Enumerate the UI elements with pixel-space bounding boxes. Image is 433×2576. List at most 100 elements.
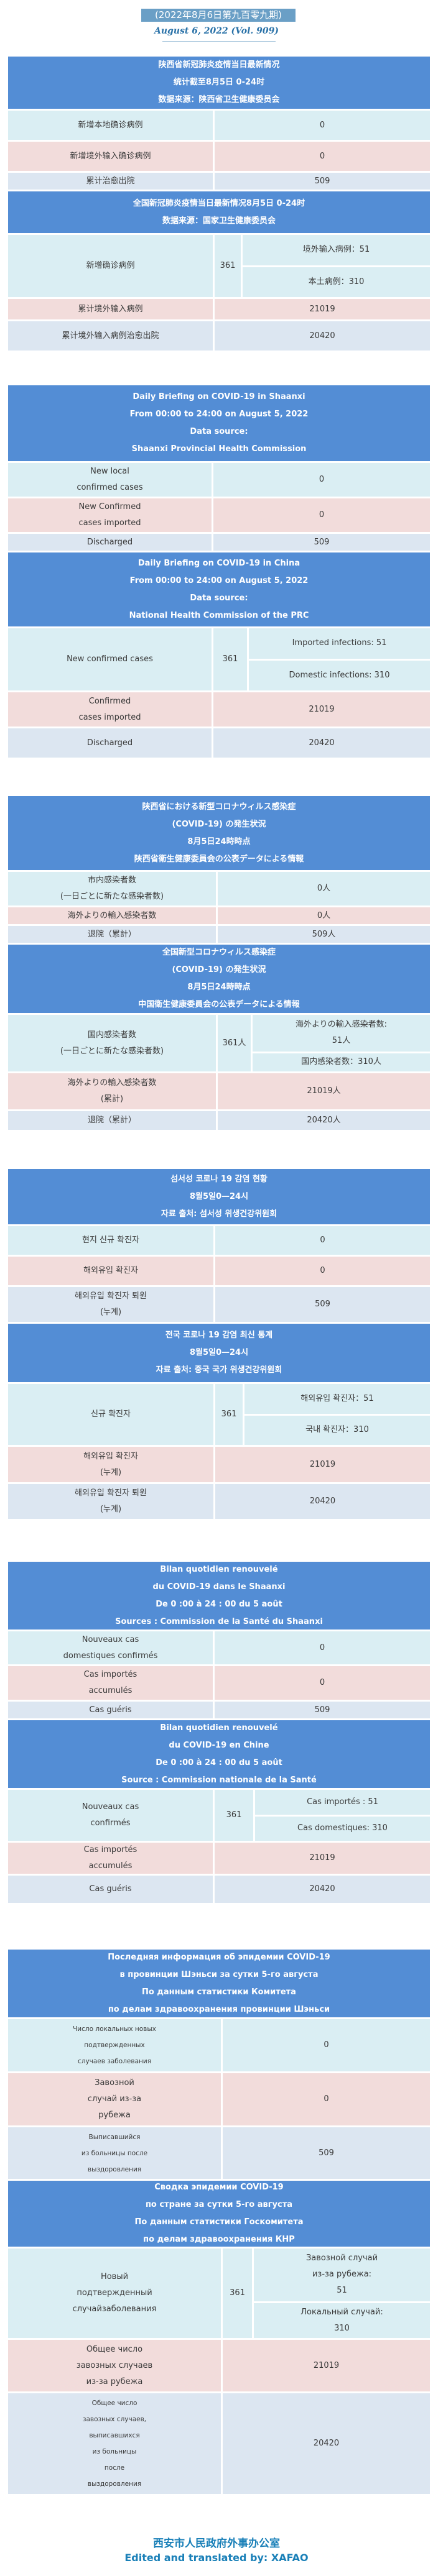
sub-line: Cas importés : 51 bbox=[307, 1797, 378, 1807]
row-total: 361 bbox=[215, 1384, 243, 1445]
label-line: Cas guéris bbox=[89, 1705, 132, 1715]
row-label: 海外よりの輸入感染者数 (累計) bbox=[8, 1073, 216, 1109]
table-row: Завозной случай из-за рубежа 0 bbox=[8, 2073, 430, 2125]
label-line: confirmés bbox=[90, 1818, 131, 1828]
row-value: 509人 bbox=[218, 926, 430, 943]
table-row: Число локальных новых подтвержденных случа… bbox=[8, 2019, 430, 2071]
header-line: 자료 출처: 중국 국가 위생건강위원회 bbox=[156, 1365, 282, 1375]
header-line: From 00:00 to 24:00 on August 5, 2022 bbox=[129, 410, 309, 419]
sub-value: Cas domestiques: 310 bbox=[255, 1816, 430, 1841]
label-line: New Confirmed bbox=[78, 502, 141, 511]
label-line: случайзаболевания bbox=[72, 2304, 157, 2314]
row-value: 20420 bbox=[215, 1484, 430, 1519]
row-value: 21019人 bbox=[218, 1073, 430, 1109]
header-line: Bilan quotidien renouvelé bbox=[160, 1564, 278, 1574]
table-header: Daily Briefing on COVID-19 in China From … bbox=[8, 552, 430, 626]
label-line: из больницы bbox=[92, 2448, 137, 2455]
label-line: выписавшихся bbox=[89, 2432, 140, 2439]
header-line: Shaanxi Provincial Health Commission bbox=[131, 444, 307, 454]
table-row: 海外よりの輸入感染者数 0人 bbox=[8, 907, 430, 924]
label-line: confirmed cases bbox=[77, 483, 143, 492]
row-value: 21019 bbox=[213, 692, 430, 727]
header-line: 陕西省における新型コロナウィルス感染症 bbox=[142, 802, 296, 812]
row-value: 20420 bbox=[213, 728, 430, 758]
label-line: (누계) bbox=[100, 1308, 122, 1317]
sub-values: 해외유입 확진자：51 국내 확진자：310 bbox=[244, 1384, 430, 1445]
section-en: Daily Briefing on COVID-19 in Shaanxi Fro… bbox=[8, 385, 430, 759]
table-header: Последняя информация об эпидемии COVID-1… bbox=[8, 1950, 430, 2017]
label-line: Выписавшийся bbox=[88, 2133, 141, 2141]
row-label: Discharged bbox=[8, 534, 212, 551]
table-row: New Confirmed cases imported 0 bbox=[8, 498, 430, 532]
row-value: 0人 bbox=[218, 872, 430, 905]
row-label: 현지 신규 확진자 bbox=[8, 1226, 213, 1255]
label-line: 海外よりの輸入感染者数 bbox=[67, 1078, 157, 1088]
label-line: 현지 신규 확진자 bbox=[82, 1235, 139, 1245]
label-line: Discharged bbox=[86, 738, 133, 748]
table-row: 해외유입 확진자 퇴원 (누계) 20420 bbox=[8, 1484, 430, 1519]
table-header: 陕西省新冠肺炎疫情当日最新情况 统计截至8月5日 0-24时 数据来源：陕西省卫生健… bbox=[8, 57, 430, 109]
row-label: Nouveaux cas domestiques confirmés bbox=[8, 1631, 213, 1664]
header-line: 中国衛生健康委員会の公表データによる情報 bbox=[138, 1000, 300, 1009]
sub-value: Завозной случай из-за рубежа: 51 bbox=[254, 2248, 430, 2301]
table-row: 해외유입 확진자 0 bbox=[8, 1257, 430, 1285]
header-line: Data source: bbox=[190, 593, 248, 603]
row-value: 20420 bbox=[215, 321, 430, 351]
table-row: Cas guéris 20420 bbox=[8, 1876, 430, 1903]
header-line: (COVID-19) の発生状況 bbox=[172, 819, 266, 829]
table-row: 新增本地确诊病例 0 bbox=[8, 111, 430, 140]
sub-line: 国内感染者数：310人 bbox=[301, 1057, 381, 1067]
sub-line: Локальный случай: bbox=[300, 2307, 383, 2317]
header-line: по делам здравоохранения провинции Шэньс… bbox=[108, 2004, 330, 2014]
table-row-split: 신규 확진자 361 해외유입 확진자：51 국내 확진자：310 bbox=[8, 1384, 430, 1445]
label-line: 신규 확진자 bbox=[91, 1409, 131, 1419]
row-label: Завозной случай из-за рубежа bbox=[8, 2073, 221, 2125]
row-label: 신규 확진자 bbox=[8, 1384, 213, 1445]
row-value: 21019 bbox=[215, 1447, 430, 1482]
row-value: 0 bbox=[213, 463, 430, 497]
row-value: 0 bbox=[215, 1226, 430, 1255]
sub-line: Imported infections: 51 bbox=[292, 638, 387, 648]
label-line: 退院（累計） bbox=[87, 929, 136, 939]
row-label: 市内感染者数 (一日ごとに新たな感染者数) bbox=[8, 872, 216, 905]
header-line: Data source: bbox=[190, 427, 248, 436]
table-row-split: 国内感染者数 (一日ごとに新たな感染者数) 361人 海外よりの輸入感染者数: 51人国… bbox=[8, 1015, 430, 1071]
row-label: 新增境外输入确诊病例 bbox=[8, 142, 213, 171]
row-label: 新增确诊病例 bbox=[8, 235, 213, 297]
row-value: 0 bbox=[215, 111, 430, 140]
header-line: From 00:00 to 24:00 on August 5, 2022 bbox=[129, 575, 309, 585]
label-line: 国内感染者数 bbox=[87, 1030, 136, 1040]
row-value: 509 bbox=[215, 173, 430, 190]
row-label: 累计治愈出院 bbox=[8, 173, 213, 190]
header-line: 8월5일0—24시 bbox=[189, 1191, 249, 1201]
row-label: 해외유입 확진자 퇴원 (누계) bbox=[8, 1484, 213, 1519]
label-line: после bbox=[104, 2464, 125, 2472]
sub-line: из-за рубежа: bbox=[312, 2270, 372, 2280]
header-line: De 0 :00 à 24 : 00 du 5 août bbox=[156, 1758, 282, 1767]
header-line: Последняя информация об эпидемии COVID-1… bbox=[108, 1952, 330, 1962]
section-ko: 섬서성 코로나 19 감염 현황 8월5일0—24시 자료 출처: 섬서성 위생건강… bbox=[8, 1169, 430, 1521]
row-value: 0 bbox=[223, 2019, 430, 2071]
header-line: Daily Briefing on COVID-19 in Shaanxi bbox=[133, 392, 305, 401]
table-row: Общее число завозных случаев из-за рубежа 2… bbox=[8, 2340, 430, 2391]
row-value: 21019 bbox=[223, 2340, 430, 2391]
table-row: 累计治愈出院 509 bbox=[8, 173, 430, 190]
label-line: выздоровления bbox=[87, 2480, 142, 2488]
table-row: Discharged 20420 bbox=[8, 728, 430, 758]
label-line: 新增境外输入确诊病例 bbox=[70, 151, 151, 161]
header-line: 全国新冠肺炎疫情当日最新情况8月5日 0-24时 bbox=[133, 198, 305, 208]
table-header: 全国新型コロナウィルス感染症 (COVID-19) の発生状況 8月5日24時時点中… bbox=[8, 945, 430, 1013]
header-line: 섬서성 코로나 19 감염 현황 bbox=[170, 1174, 268, 1184]
table-row-split: Новый подтвержденный случайзаболевания 361 З… bbox=[8, 2248, 430, 2338]
table-row: Общее число завозных случаев, выписавшихся… bbox=[8, 2393, 430, 2494]
table-row: Cas guéris 509 bbox=[8, 1702, 430, 1718]
table-row: 累计境外输入病例 21019 bbox=[8, 299, 430, 319]
row-label: Выписавшийся из больницы после выздоровлен… bbox=[8, 2127, 221, 2179]
row-label: Число локальных новых подтвержденных случа… bbox=[8, 2019, 221, 2071]
table-header: Bilan quotidien renouvelé du COVID-19 dan… bbox=[8, 1562, 430, 1629]
sub-line: 51人 bbox=[332, 1036, 351, 1046]
row-label: Nouveaux cas confirmés bbox=[8, 1790, 213, 1841]
table-header: 섬서성 코로나 19 감염 현황 8월5일0—24시 자료 출처: 섬서성 위생건강… bbox=[8, 1169, 430, 1224]
row-label: Общее число завозных случаев, выписавшихся… bbox=[8, 2393, 221, 2494]
label-line: Confirmed bbox=[88, 696, 131, 706]
